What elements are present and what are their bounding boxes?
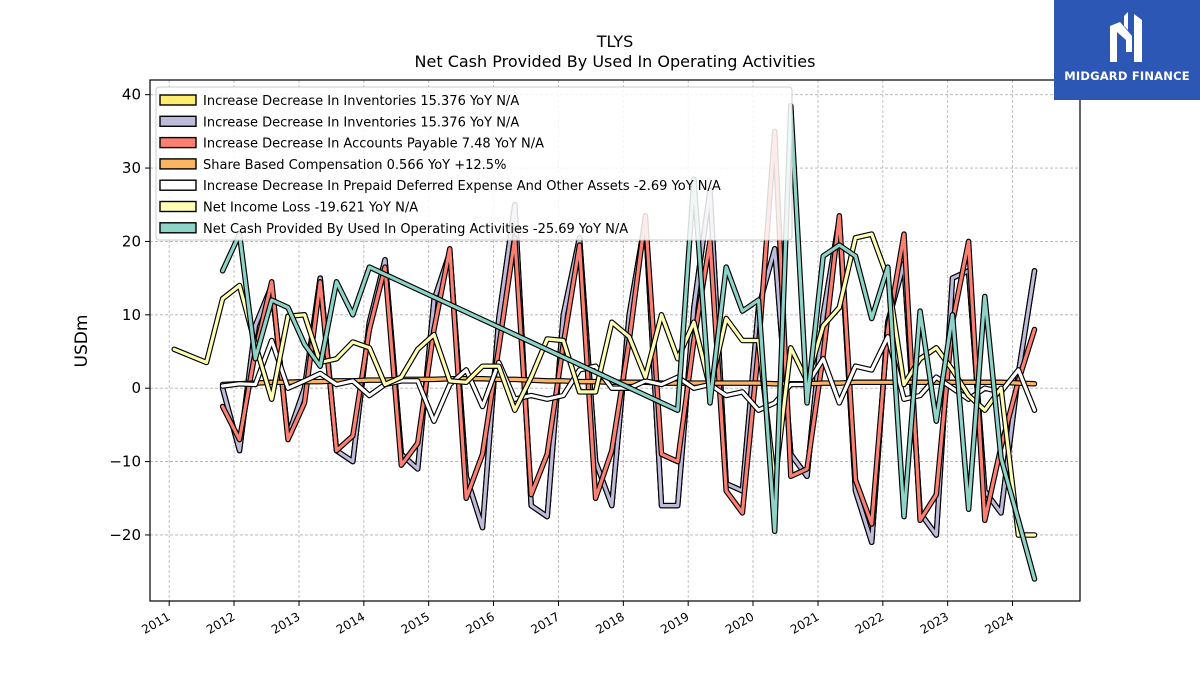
y-tick-label: 10 xyxy=(122,306,141,324)
x-tick-label: 2022 xyxy=(853,609,886,636)
legend-entry: Net Cash Provided By Used In Operating A… xyxy=(203,222,628,237)
x-tick-label: 2014 xyxy=(334,609,367,636)
x-tick-label: 2020 xyxy=(723,609,756,636)
x-tick-label: 2013 xyxy=(269,609,302,636)
legend-swatch xyxy=(159,115,197,128)
legend-entry: Increase Decrease In Inventories 15.376 … xyxy=(203,115,519,130)
legend-swatch xyxy=(159,222,197,234)
y-tick-label: 20 xyxy=(122,232,141,250)
plot-frame xyxy=(149,79,1081,602)
y-tick-label: 40 xyxy=(122,86,141,104)
legend-entry: Net Income Loss -19.621 YoY N/A xyxy=(203,201,418,216)
x-tick-label: 2017 xyxy=(529,609,562,636)
y-tick-label: 0 xyxy=(131,379,141,397)
legend-box xyxy=(155,86,793,241)
brand-name: MIDGARD FINANCE xyxy=(1064,69,1190,83)
legend-swatch xyxy=(159,136,197,149)
x-tick-label: 2023 xyxy=(918,609,951,636)
series-layer xyxy=(171,102,1038,582)
y-axis-label: USDm xyxy=(72,315,92,368)
x-tick-label: 2021 xyxy=(788,609,821,636)
series-stroke xyxy=(221,104,1037,581)
series-line-6 xyxy=(219,102,1038,582)
y-tick-label: −20 xyxy=(109,526,141,544)
legend-swatch xyxy=(159,200,197,213)
y-tick-label: −10 xyxy=(109,453,141,471)
legend-entry: Increase Decrease In Prepaid Deferred Ex… xyxy=(203,179,721,194)
x-tick-label: 2018 xyxy=(593,609,626,636)
chart-title: TLYS xyxy=(596,32,634,51)
y-tick-label: 30 xyxy=(122,159,141,177)
legend-swatch xyxy=(159,94,197,106)
x-tick-label: 2019 xyxy=(658,609,691,636)
legend-entry: Increase Decrease In Inventories 15.376 … xyxy=(203,94,519,109)
legend-entry: Increase Decrease In Accounts Payable 7.… xyxy=(203,137,544,152)
chart-subtitle: Net Cash Provided By Used In Operating A… xyxy=(415,52,816,71)
x-tick-label: 2015 xyxy=(399,609,432,636)
x-tick-label: 2024 xyxy=(983,609,1016,636)
legend-swatch xyxy=(159,158,197,170)
brand-logo: MIDGARD FINANCE xyxy=(1054,0,1200,100)
x-tick-label: 2011 xyxy=(139,609,172,636)
legend-swatch xyxy=(159,179,197,191)
legend-entry: Share Based Compensation 0.566 YoY +12.5… xyxy=(203,158,506,173)
x-tick-label: 2012 xyxy=(204,609,237,636)
legend: Increase Decrease In Inventories 15.376 … xyxy=(155,86,793,241)
x-tick-label: 2016 xyxy=(464,609,497,636)
midgard-logo-icon xyxy=(1110,12,1142,62)
